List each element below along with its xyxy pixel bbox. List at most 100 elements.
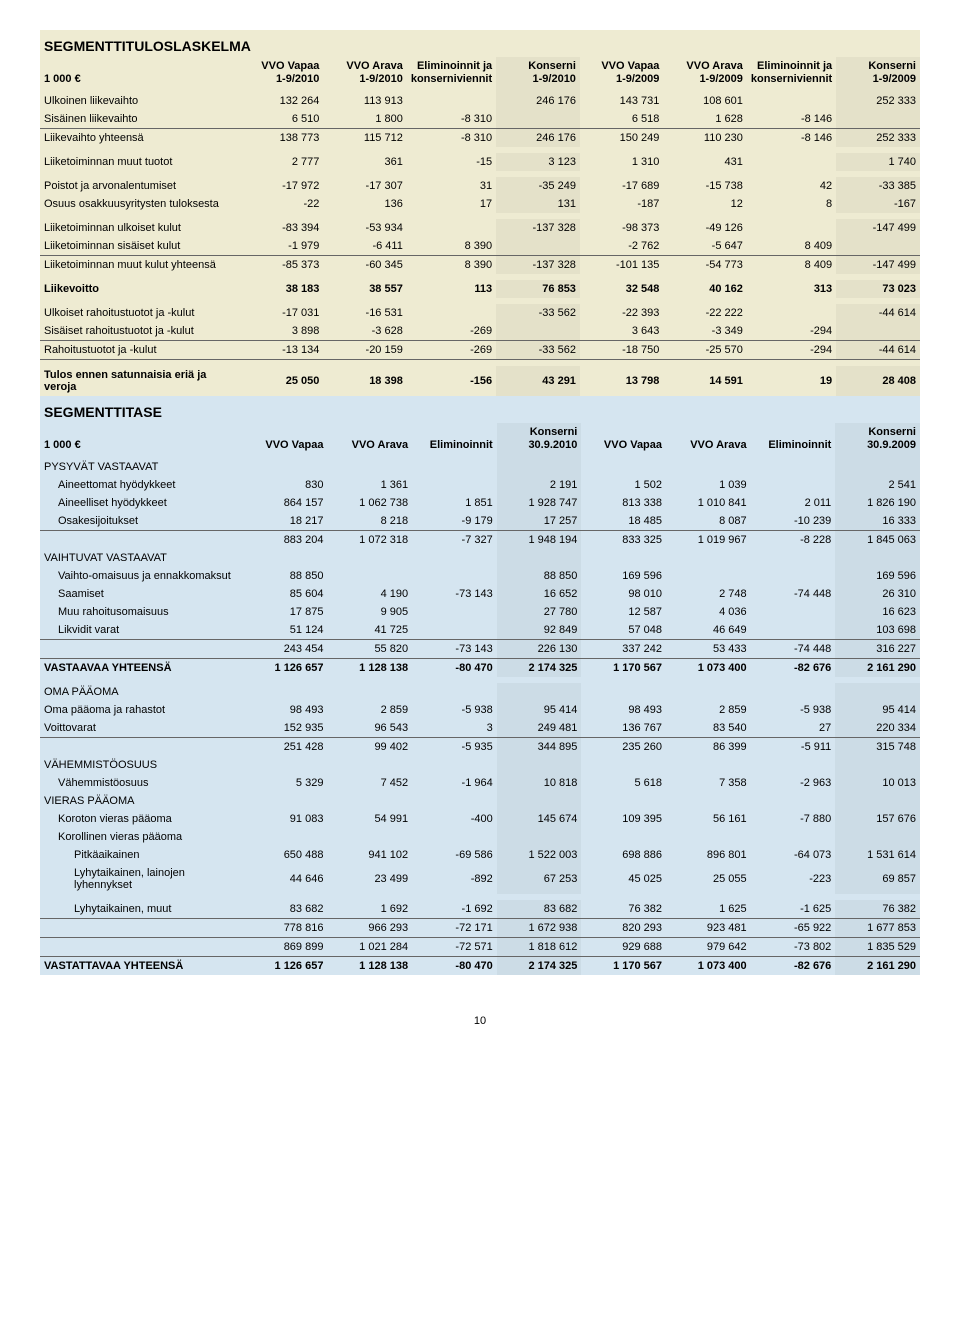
data-cell: -16 531 (323, 304, 406, 322)
data-cell: 32 548 (580, 280, 663, 298)
data-cell: 2 777 (240, 153, 323, 171)
row-label: Vähemmistöosuus (40, 774, 243, 792)
row-label: Tulos ennen satunnaisia eriä ja veroja (40, 366, 240, 396)
data-cell: -22 222 (663, 304, 746, 322)
data-cell: 361 (323, 153, 406, 171)
row-label: Muu rahoitusomaisuus (40, 603, 243, 621)
data-cell: 4 190 (327, 585, 412, 603)
data-cell (751, 603, 836, 621)
data-cell: 8 (747, 195, 836, 213)
row-label: Korollinen vieras pääoma (40, 828, 243, 846)
data-cell: 1 835 529 (835, 938, 920, 957)
data-cell: 31 (407, 177, 496, 195)
data-cell (836, 110, 920, 129)
data-cell: -65 922 (751, 919, 836, 938)
data-cell: -8 146 (747, 129, 836, 148)
data-cell: -147 499 (836, 256, 920, 275)
data-cell: -5 935 (412, 738, 497, 757)
data-cell: 830 (243, 476, 328, 494)
data-cell: 136 (323, 195, 406, 213)
data-cell: 813 338 (581, 494, 666, 512)
data-cell: 8 087 (666, 512, 751, 531)
data-cell: 6 510 (240, 110, 323, 129)
row-label (40, 640, 243, 659)
data-cell: -294 (747, 341, 836, 360)
data-cell: -7 327 (412, 531, 497, 550)
data-cell: 109 395 (581, 810, 666, 828)
data-cell: -74 448 (751, 640, 836, 659)
segment-income-statement: SEGMENTTITULOSLASKELMA1 000 €VVO Vapaa1-… (40, 30, 920, 396)
data-cell: 95 414 (497, 701, 582, 719)
data-cell (836, 322, 920, 341)
data-cell (835, 828, 920, 846)
data-cell: -73 143 (412, 640, 497, 659)
data-cell: 169 596 (835, 567, 920, 585)
data-cell: -64 073 (751, 846, 836, 864)
data-cell: 2 161 290 (835, 957, 920, 976)
data-cell (497, 828, 582, 846)
data-cell: 143 731 (580, 92, 663, 110)
data-cell: 883 204 (243, 531, 328, 550)
data-cell: 113 913 (323, 92, 406, 110)
data-cell: 7 452 (327, 774, 412, 792)
data-cell: -137 328 (496, 219, 580, 237)
data-cell: 252 333 (836, 129, 920, 148)
column-header: Eliminoinnit (412, 423, 497, 458)
data-cell: 138 773 (240, 129, 323, 148)
data-cell: 25 050 (240, 366, 323, 396)
data-cell: -1 625 (751, 900, 836, 919)
data-cell: -10 239 (751, 512, 836, 531)
data-cell: 2 541 (835, 476, 920, 494)
data-cell: -60 345 (323, 256, 406, 275)
data-cell: 1 948 194 (497, 531, 582, 550)
data-cell: 8 390 (407, 237, 496, 256)
row-label: Sisäinen liikevaihto (40, 110, 240, 129)
data-cell: -83 394 (240, 219, 323, 237)
column-header: VVO Vapaa1-9/2009 (580, 57, 663, 92)
data-cell: 43 291 (496, 366, 580, 396)
data-cell: 833 325 (581, 531, 666, 550)
data-cell: 1 361 (327, 476, 412, 494)
data-cell: 8 390 (407, 256, 496, 275)
data-cell: 25 055 (666, 864, 751, 894)
data-cell: 76 853 (496, 280, 580, 298)
row-label: Oma pääoma ja rahastot (40, 701, 243, 719)
data-cell: 8 218 (327, 512, 412, 531)
row-label: Liiketoiminnan sisäiset kulut (40, 237, 240, 256)
data-cell: 431 (663, 153, 746, 171)
data-cell: 157 676 (835, 810, 920, 828)
row-label: Pitkäaikainen (40, 846, 243, 864)
data-cell: -17 972 (240, 177, 323, 195)
data-cell: 9 905 (327, 603, 412, 621)
data-cell: -1 964 (412, 774, 497, 792)
row-label (40, 919, 243, 938)
data-cell: 16 333 (835, 512, 920, 531)
data-cell: 251 428 (243, 738, 328, 757)
data-cell: 941 102 (327, 846, 412, 864)
data-cell: 23 499 (327, 864, 412, 894)
segment-balance-sheet: SEGMENTTITASE1 000 €VVO VapaaVVO AravaEl… (40, 396, 920, 975)
data-cell: 2 161 290 (835, 659, 920, 678)
data-cell: 38 183 (240, 280, 323, 298)
data-cell: -167 (836, 195, 920, 213)
data-cell: -98 373 (580, 219, 663, 237)
data-cell: 14 591 (663, 366, 746, 396)
row-label: Liiketoiminnan muut kulut yhteensä (40, 256, 240, 275)
column-header: VVO Arava1-9/2010 (323, 57, 406, 92)
data-cell (412, 828, 497, 846)
data-cell: -49 126 (663, 219, 746, 237)
data-cell: -82 676 (751, 659, 836, 678)
data-cell: 95 414 (835, 701, 920, 719)
data-cell: 249 481 (497, 719, 582, 738)
data-cell: 2 859 (327, 701, 412, 719)
data-cell: 1 021 284 (327, 938, 412, 957)
data-cell (412, 567, 497, 585)
data-cell: -33 562 (496, 341, 580, 360)
data-cell: 1 502 (581, 476, 666, 494)
row-label: PYSYVÄT VASTAAVAT (40, 458, 243, 476)
data-cell (496, 322, 580, 341)
data-cell: 1 625 (666, 900, 751, 919)
data-cell: 1 826 190 (835, 494, 920, 512)
data-cell: -73 143 (412, 585, 497, 603)
section-title: SEGMENTTITASE (40, 396, 920, 423)
